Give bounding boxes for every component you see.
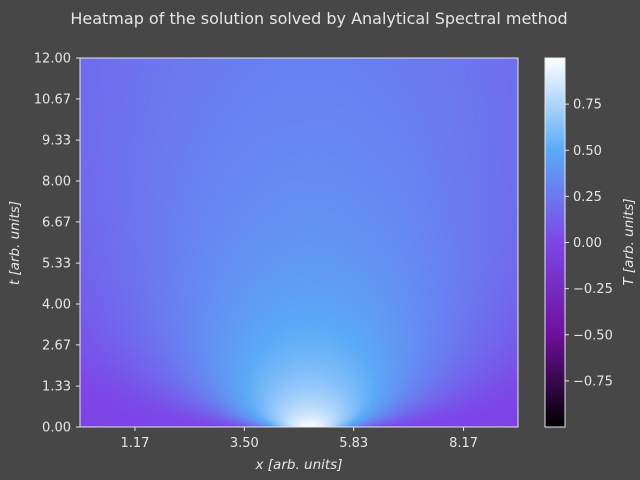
colorbar-tick-label: −0.75 <box>573 374 613 389</box>
colorbar-label: T [arb. units] <box>621 198 637 285</box>
y-tick-label: 1.33 <box>42 380 71 395</box>
x-axis: 1.17 3.50 5.83 8.17 <box>120 427 478 451</box>
y-tick-label: 9.33 <box>42 134 71 149</box>
colorbar-tick-label: 0.00 <box>573 236 602 251</box>
x-tick-label: 5.83 <box>339 436 368 451</box>
y-tick-label: 5.33 <box>42 257 71 272</box>
x-axis-label: x [arb. units] <box>255 457 343 473</box>
chart-title: Heatmap of the solution solved by Analyt… <box>70 9 567 28</box>
colorbar-tick-label: 0.25 <box>573 190 602 205</box>
heatmap-area <box>80 58 518 427</box>
colorbar-tick-label: 0.75 <box>573 98 602 113</box>
x-tick-label: 1.17 <box>120 436 149 451</box>
colorbar-tick-label: −0.25 <box>573 282 613 297</box>
colorbar-axis: 0.75 0.50 0.25 0.00 −0.25 −0.50 −0.75 <box>565 98 613 389</box>
y-tick-label: 12.00 <box>34 52 71 67</box>
y-tick-label: 0.00 <box>42 421 71 436</box>
heatmap-image <box>80 58 518 427</box>
colorbar-tick-label: −0.50 <box>573 328 613 343</box>
y-axis-label: t [arb. units] <box>7 201 23 285</box>
y-tick-label: 10.67 <box>34 92 71 107</box>
plot-frame <box>79 57 519 428</box>
colorbar <box>545 58 565 427</box>
y-axis: 0.00 1.33 2.67 4.00 5.33 6.67 8.00 9.33 10.67 12.… <box>34 52 80 436</box>
colorbar-tick-label: 0.50 <box>573 144 602 159</box>
y-tick-label: 6.67 <box>42 215 71 230</box>
y-tick-label: 2.67 <box>42 338 71 353</box>
x-tick-label: 3.50 <box>230 436 259 451</box>
y-tick-label: 4.00 <box>42 298 71 313</box>
y-tick-label: 8.00 <box>42 175 71 190</box>
x-tick-label: 8.17 <box>449 436 478 451</box>
